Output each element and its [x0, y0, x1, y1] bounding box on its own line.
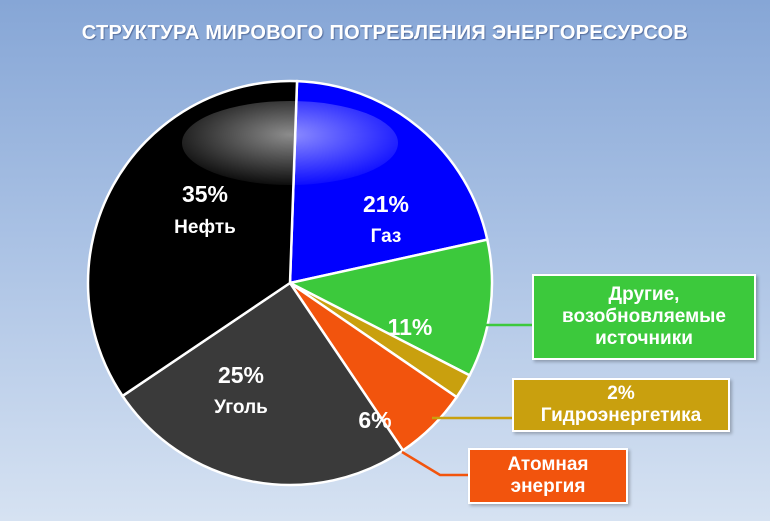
slice-label-coal-name: Уголь [214, 397, 268, 418]
callout-other-line2: возобновляемые [562, 306, 726, 327]
slice-coal [120, 281, 405, 487]
gloss-highlight [182, 101, 398, 185]
slice-other [286, 238, 494, 378]
callout-hydro: 2% Гидроэнергетика [512, 378, 730, 432]
slice-label-oil-pct: 35% [182, 181, 228, 207]
callout-other-line3: источники [595, 328, 693, 349]
slice-label-oil-name: Нефть [174, 217, 236, 238]
callout-nuclear: Атомная энергия [468, 448, 628, 504]
chart-title: СТРУКТУРА МИРОВОГО ПОТРЕБЛЕНИЯ ЭНЕРГОРЕС… [81, 22, 689, 44]
leader-lines [401, 323, 533, 477]
callout-hydro-line2: Гидроэнергетика [540, 405, 702, 426]
slice-label-coal-pct: 25% [218, 362, 264, 388]
callout-nuclear-line2: энергия [510, 476, 586, 497]
slice-label-other-pct: 11% [388, 314, 433, 340]
slice-label-nuclear-pct: 6% [358, 407, 391, 433]
callout-other-renewables: Другие, возобновляемые источники [532, 274, 756, 360]
callout-nuclear-line1: Атомная [507, 454, 589, 475]
callout-hydro-line1: 2% [607, 383, 635, 404]
slice-label-gas-name: Газ [371, 226, 402, 247]
leader-nuclear [401, 450, 469, 477]
callout-other-line1: Другие, [608, 284, 680, 305]
slice-label-gas-pct: 21% [363, 191, 409, 217]
